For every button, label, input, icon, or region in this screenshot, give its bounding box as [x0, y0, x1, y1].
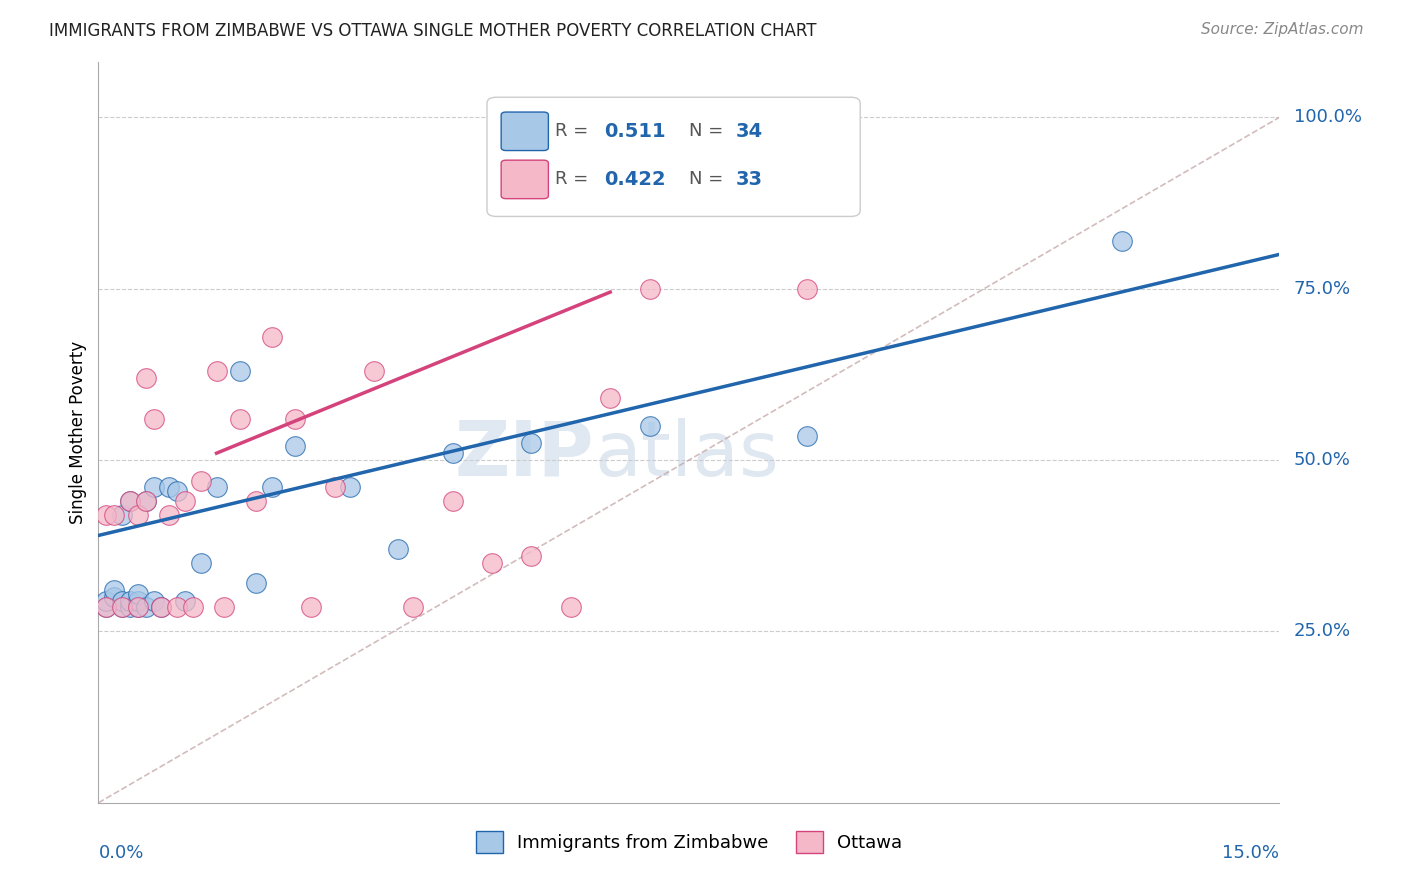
Point [638, 282, 661, 296]
Point [174, 593, 197, 607]
Text: N =: N = [689, 122, 728, 140]
Point [157, 508, 180, 522]
Point [135, 494, 157, 508]
Point [103, 590, 125, 604]
Point [481, 556, 503, 570]
FancyBboxPatch shape [486, 97, 860, 217]
Point [157, 480, 180, 494]
Point [142, 412, 165, 426]
Point [205, 480, 228, 494]
Point [260, 480, 283, 494]
Text: 34: 34 [737, 122, 763, 141]
Point [1111, 234, 1133, 248]
Text: 15.0%: 15.0% [1222, 844, 1279, 862]
Point [796, 282, 818, 296]
Point [111, 508, 134, 522]
Point [135, 600, 157, 615]
Point [96, 600, 118, 615]
Text: 33: 33 [737, 169, 763, 189]
Point [166, 600, 188, 615]
Point [229, 412, 252, 426]
Text: N =: N = [689, 170, 728, 188]
Point [284, 439, 307, 453]
Point [127, 587, 149, 601]
Point [127, 593, 149, 607]
Point [323, 480, 346, 494]
Point [299, 600, 322, 615]
Point [118, 600, 141, 615]
Point [245, 494, 267, 508]
Point [150, 600, 173, 615]
Point [520, 436, 543, 450]
Point [190, 556, 212, 570]
Point [638, 418, 661, 433]
Point [796, 429, 818, 443]
Text: 0.511: 0.511 [605, 122, 665, 141]
Text: 100.0%: 100.0% [1294, 108, 1361, 127]
Point [118, 494, 141, 508]
Text: R =: R = [555, 122, 595, 140]
Point [181, 600, 204, 615]
Point [229, 364, 252, 378]
Point [174, 494, 197, 508]
Point [520, 549, 543, 563]
Point [96, 593, 118, 607]
Point [127, 600, 149, 615]
Point [441, 494, 464, 508]
Point [205, 364, 228, 378]
Text: ZIP: ZIP [456, 417, 595, 491]
Point [103, 508, 125, 522]
Point [118, 494, 141, 508]
Point [402, 600, 425, 615]
FancyBboxPatch shape [501, 112, 548, 151]
Point [214, 600, 236, 615]
Point [142, 593, 165, 607]
Point [111, 600, 134, 615]
Point [339, 480, 361, 494]
Point [142, 480, 165, 494]
Point [387, 542, 409, 557]
Y-axis label: Single Mother Poverty: Single Mother Poverty [69, 341, 87, 524]
Point [103, 583, 125, 598]
Point [363, 364, 385, 378]
Text: 50.0%: 50.0% [1294, 451, 1351, 469]
Text: Source: ZipAtlas.com: Source: ZipAtlas.com [1201, 22, 1364, 37]
Point [135, 494, 157, 508]
Point [441, 446, 464, 460]
Point [96, 508, 118, 522]
Text: 0.0%: 0.0% [98, 844, 143, 862]
Point [118, 593, 141, 607]
Text: IMMIGRANTS FROM ZIMBABWE VS OTTAWA SINGLE MOTHER POVERTY CORRELATION CHART: IMMIGRANTS FROM ZIMBABWE VS OTTAWA SINGL… [49, 22, 817, 40]
Text: R =: R = [555, 170, 595, 188]
Point [150, 600, 173, 615]
Text: 0.422: 0.422 [605, 169, 665, 189]
Point [245, 576, 267, 591]
Point [96, 600, 118, 615]
Point [111, 600, 134, 615]
Text: 75.0%: 75.0% [1294, 280, 1351, 298]
Point [111, 593, 134, 607]
Text: atlas: atlas [595, 417, 779, 491]
Point [599, 392, 621, 406]
Point [127, 508, 149, 522]
Point [190, 474, 212, 488]
Text: 25.0%: 25.0% [1294, 623, 1351, 640]
Point [284, 412, 307, 426]
Point [260, 329, 283, 343]
Legend: Immigrants from Zimbabwe, Ottawa: Immigrants from Zimbabwe, Ottawa [468, 824, 910, 861]
FancyBboxPatch shape [501, 161, 548, 199]
Point [135, 371, 157, 385]
Point [166, 483, 188, 498]
Point [560, 600, 582, 615]
Point [127, 600, 149, 615]
